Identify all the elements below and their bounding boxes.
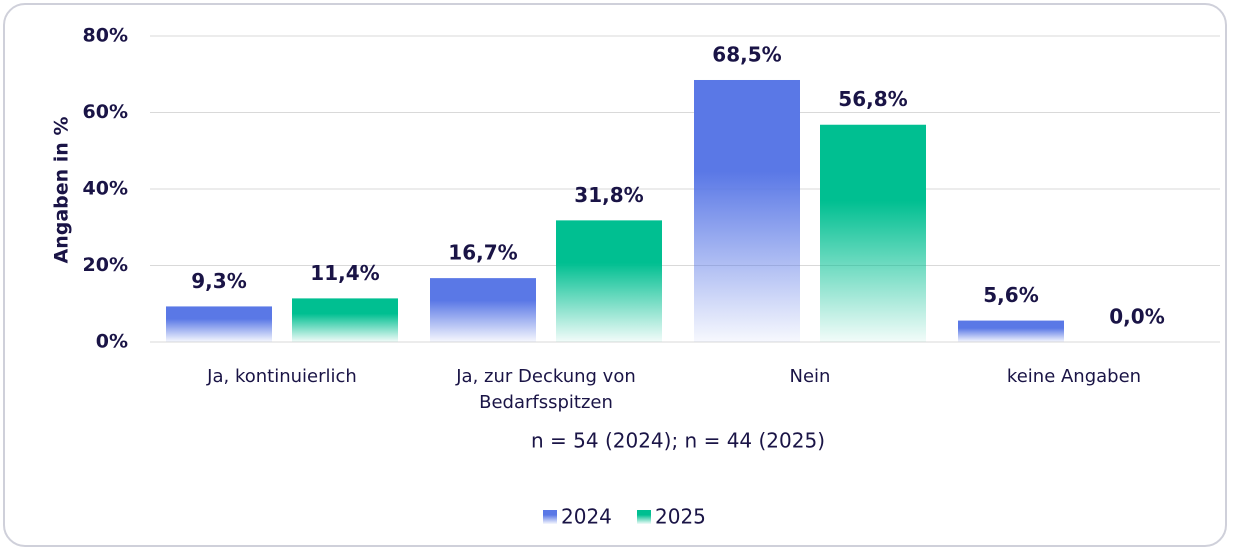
- bar: [694, 79, 800, 343]
- frame: [3, 3, 1227, 547]
- annotation: n = 54 (2024); n = 44 (2025): [531, 429, 825, 453]
- x-tick-label: Nein: [789, 366, 831, 387]
- y-tick-label: 60%: [83, 101, 128, 123]
- x-tick-label: Ja, zur Deckung von Bedarfsspitzen: [456, 366, 636, 413]
- value-label: 68,5%: [712, 42, 781, 66]
- bar: [556, 220, 662, 342]
- value-label: 5,6%: [983, 283, 1038, 307]
- value-label: 0,0%: [1109, 305, 1164, 329]
- bar: [958, 320, 1064, 342]
- y-tick-label: 40%: [83, 178, 128, 200]
- bar: [292, 298, 398, 342]
- value-label: 11,4%: [310, 261, 379, 285]
- bar: [430, 278, 536, 342]
- legend-label: 2024: [561, 505, 612, 529]
- value-label: 31,8%: [574, 183, 643, 207]
- legend-label: 2025: [655, 505, 706, 529]
- x-tick-label: Ja, kontinuierlich: [207, 366, 357, 387]
- bar: [820, 124, 926, 343]
- legend-swatch: [637, 510, 651, 524]
- value-label: 56,8%: [838, 87, 907, 111]
- y-axis-label: Angaben in %: [51, 117, 73, 264]
- value-label: 9,3%: [191, 269, 246, 293]
- y-tick-label: 80%: [83, 25, 128, 47]
- y-tick-label: 0%: [96, 331, 128, 353]
- value-label: 16,7%: [448, 241, 517, 265]
- bar: [166, 306, 272, 342]
- legend-swatch: [543, 510, 557, 524]
- y-tick-label: 20%: [83, 254, 128, 276]
- x-tick-label: keine Angaben: [1006, 366, 1142, 387]
